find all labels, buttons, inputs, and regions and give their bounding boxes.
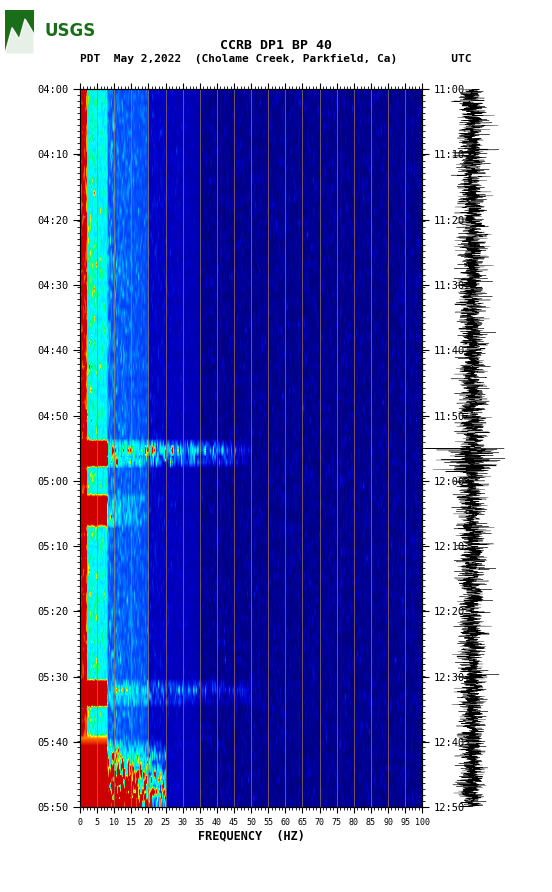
FancyBboxPatch shape	[5, 10, 34, 54]
Polygon shape	[5, 19, 34, 54]
Text: CCRB DP1 BP 40: CCRB DP1 BP 40	[220, 39, 332, 53]
X-axis label: FREQUENCY  (HZ): FREQUENCY (HZ)	[198, 830, 305, 842]
Text: USGS: USGS	[44, 21, 95, 39]
Text: PDT  May 2,2022  (Cholame Creek, Parkfield, Ca)        UTC: PDT May 2,2022 (Cholame Creek, Parkfield…	[80, 54, 472, 63]
